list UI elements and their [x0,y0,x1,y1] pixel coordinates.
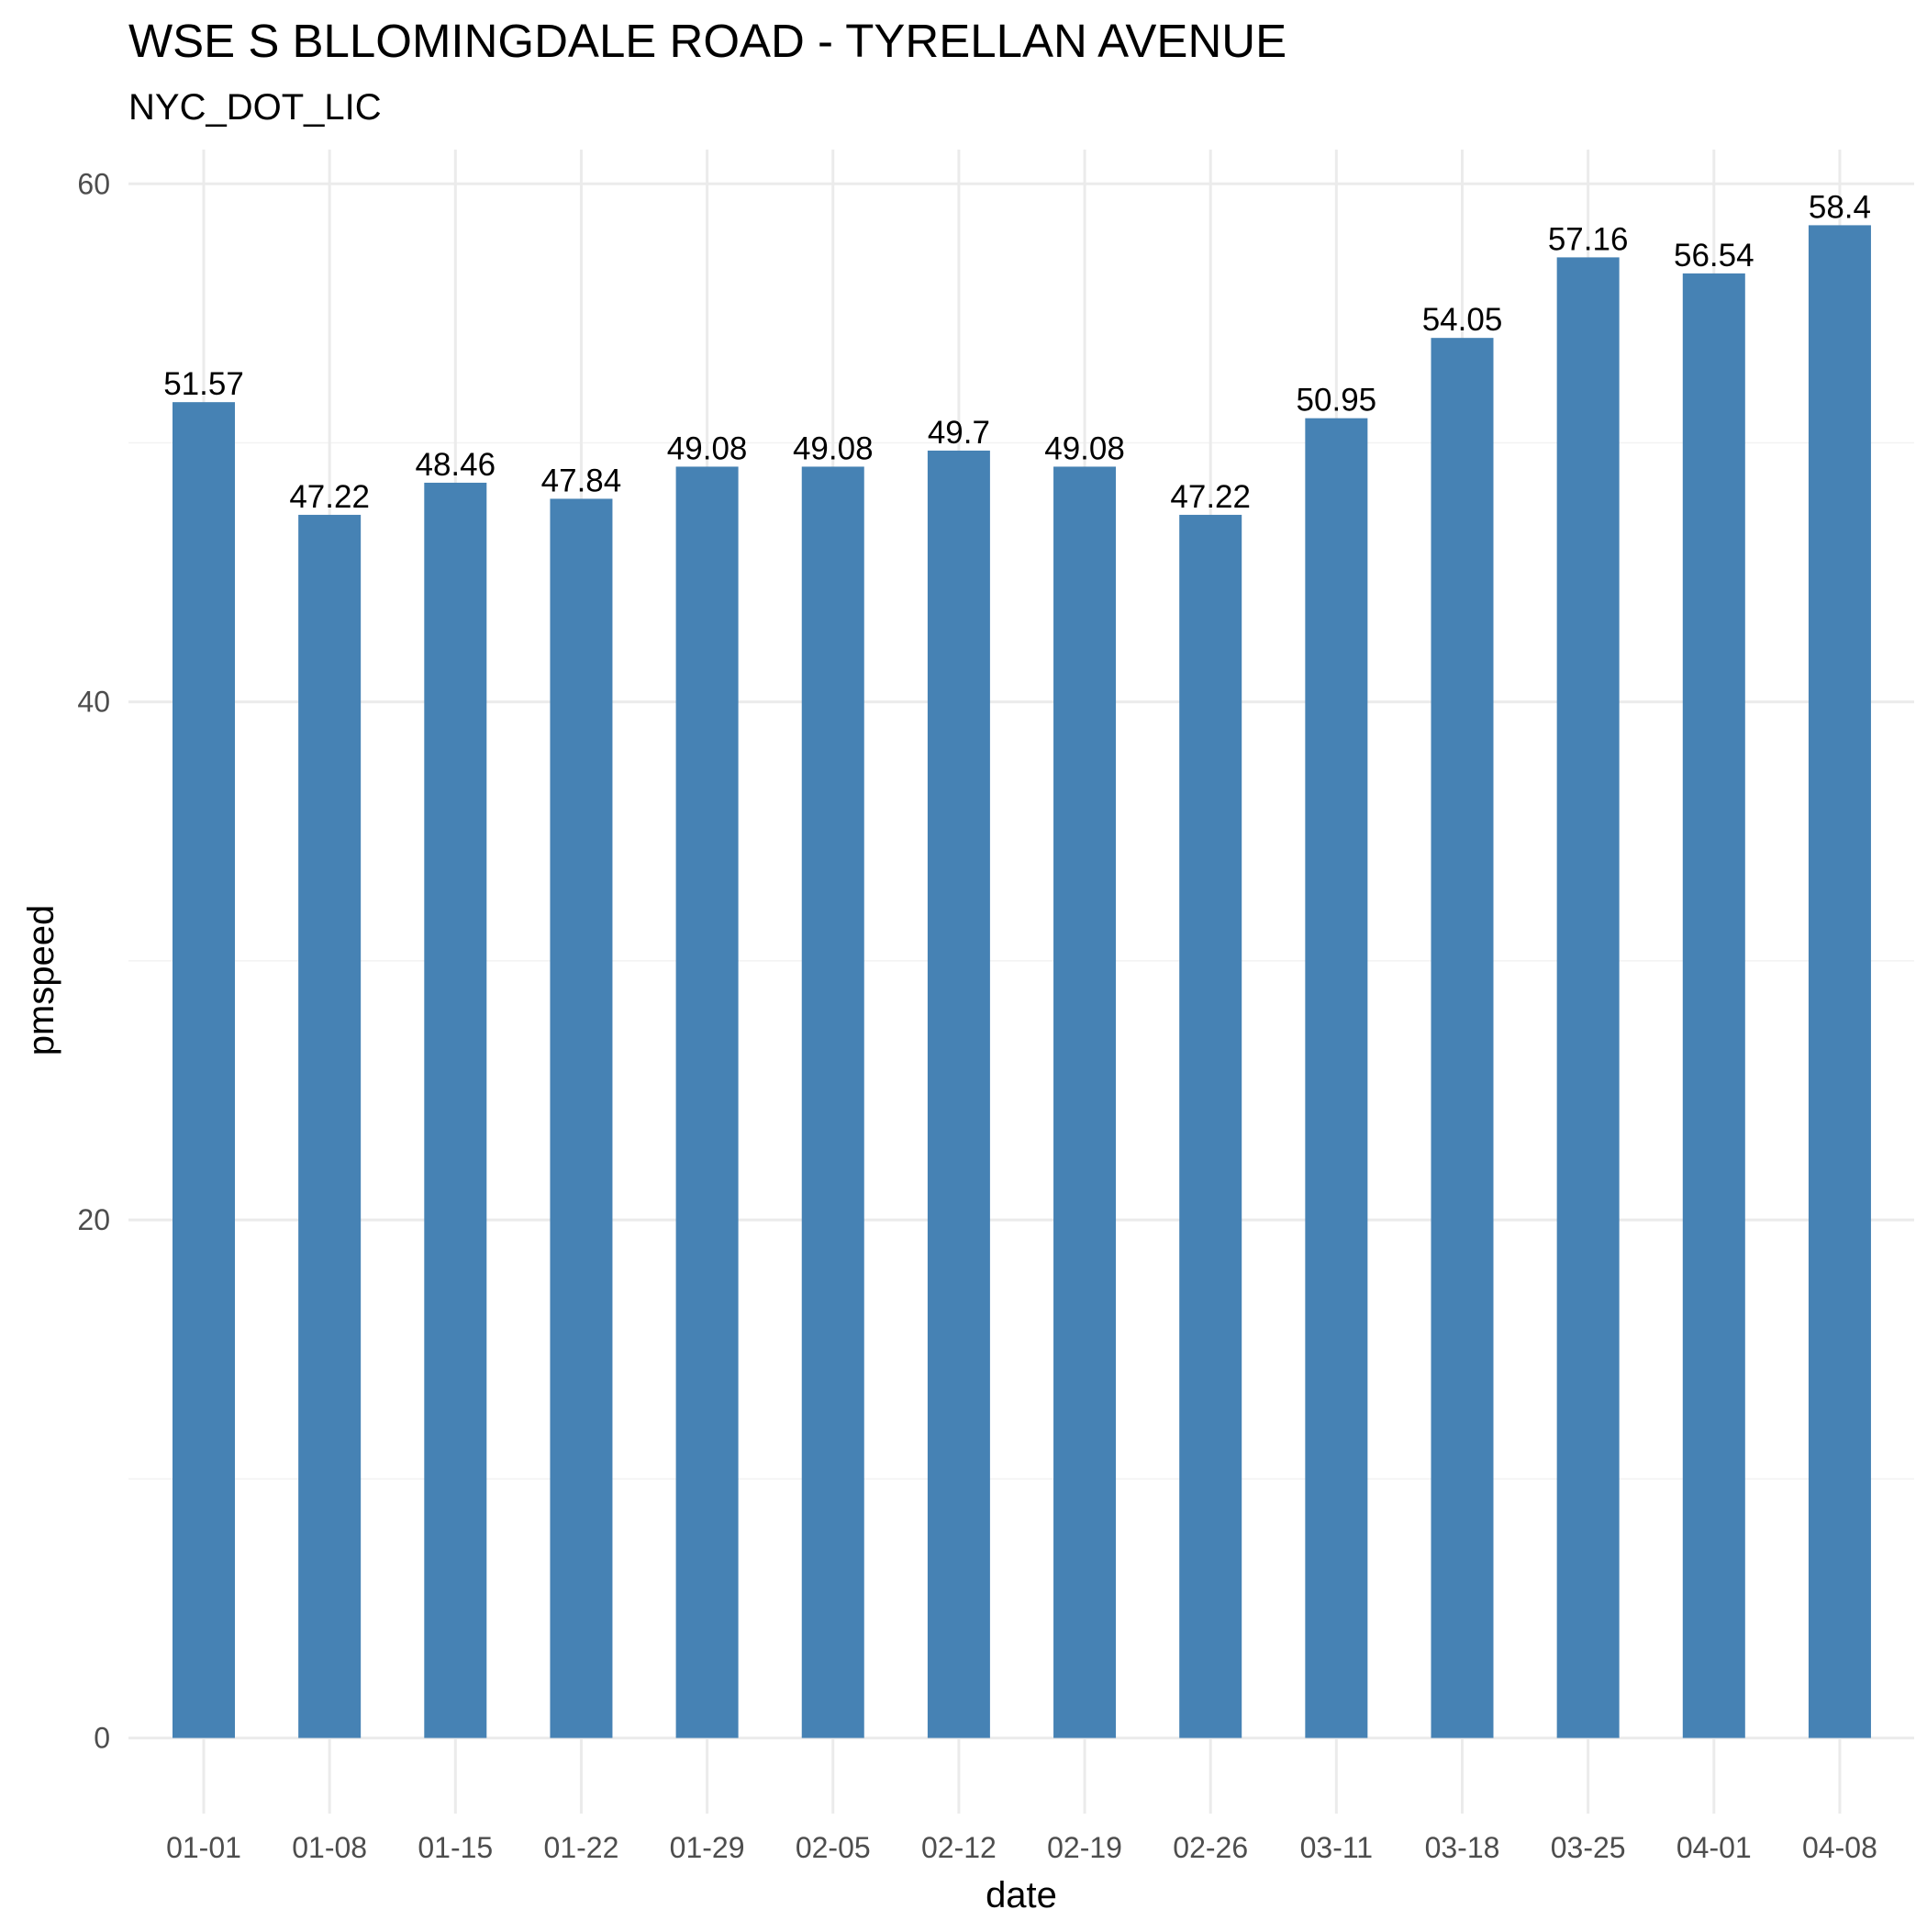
x-axis-title: date [986,1875,1057,1915]
x-tick-label: 01-22 [544,1831,619,1864]
bar-01-29 [675,466,739,1738]
bar-value-label: 57.16 [1548,221,1629,257]
x-tick-label: 01-08 [292,1831,367,1864]
x-tick-label: 02-12 [921,1831,997,1864]
bar-04-01 [1682,273,1745,1738]
bar-02-26 [1179,514,1242,1738]
y-tick-label: 60 [77,167,110,200]
x-tick-label: 02-19 [1047,1831,1122,1864]
bar-value-label: 56.54 [1674,238,1754,274]
bar-03-18 [1431,338,1494,1738]
x-tick-label: 01-01 [166,1831,241,1864]
bar-value-label: 49.7 [928,415,990,451]
x-tick-label: 03-18 [1425,1831,1500,1864]
bar-value-label: 54.05 [1422,302,1503,338]
bar-value-labels: 51.57 47.22 48.46 47.84 49.08 49.08 49.7 49.08 4… [163,189,1871,515]
bar-01-15 [424,482,487,1738]
bar-04-08 [1808,225,1871,1738]
bar-03-25 [1556,257,1620,1738]
bar-value-label: 47.84 [541,463,622,498]
bar-01-08 [298,514,362,1738]
bar-03-11 [1305,418,1368,1738]
bar-value-label: 48.46 [416,447,496,483]
bar-value-label: 51.57 [163,366,244,402]
chart-subtitle: NYC_DOT_LIC [128,87,382,128]
bar-value-label: 50.95 [1297,383,1377,419]
bar-value-label: 49.08 [1044,430,1125,466]
bar-01-01 [173,402,235,1738]
bar-02-19 [1053,466,1117,1738]
x-tick-label: 02-05 [796,1831,871,1864]
bars [173,225,1871,1738]
x-tick-label: 02-26 [1173,1831,1248,1864]
y-tick-label: 20 [77,1203,110,1236]
x-axis-ticks: 01-01 01-08 01-15 01-22 01-29 02-05 02-12 02-19… [166,1831,1877,1864]
bar-value-label: 58.4 [1809,189,1871,225]
bar-value-label: 49.08 [793,430,874,466]
x-tick-label: 04-08 [1802,1831,1877,1864]
y-tick-label: 40 [77,686,110,719]
bar-01-22 [550,498,613,1738]
y-axis-ticks: 0 20 40 60 [77,167,110,1754]
bar-02-05 [801,466,864,1738]
grid-lines [128,150,1914,1814]
y-axis-title: pmspeed [21,905,61,1056]
y-tick-label: 0 [94,1722,110,1755]
x-tick-label: 04-01 [1676,1831,1752,1864]
bar-value-label: 47.22 [289,479,370,515]
x-tick-label: 03-25 [1551,1831,1626,1864]
x-tick-label: 03-11 [1300,1831,1373,1864]
x-tick-label: 01-15 [418,1831,493,1864]
bar-value-label: 47.22 [1170,479,1251,515]
x-tick-label: 01-29 [670,1831,745,1864]
chart-title: WSE S BLLOMINGDALE ROAD - TYRELLAN AVENU… [128,15,1287,67]
bar-02-12 [927,450,990,1738]
bar-value-label: 49.08 [667,430,748,466]
